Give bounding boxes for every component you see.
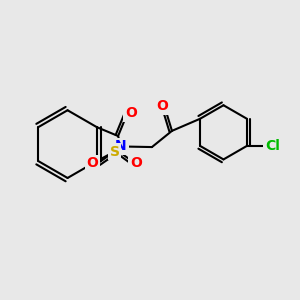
Text: O: O [130, 156, 142, 170]
Text: O: O [125, 106, 137, 120]
Text: O: O [156, 99, 168, 113]
Text: N: N [115, 140, 127, 154]
Text: Cl: Cl [265, 139, 280, 153]
Text: O: O [86, 156, 98, 170]
Text: S: S [110, 145, 119, 159]
